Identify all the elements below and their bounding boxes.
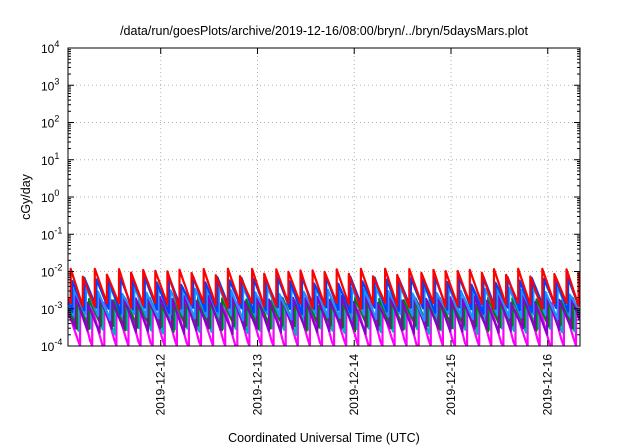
x-tick-label: 2019-12-16 — [541, 354, 555, 416]
y-tick-label: 10-2 — [41, 263, 62, 280]
y-axis-label: cGy/day — [19, 173, 33, 220]
y-tick-label: 100 — [41, 188, 59, 205]
series-line — [68, 267, 580, 311]
chart-title: /data/run/goesPlots/archive/2019-12-16/0… — [120, 24, 528, 38]
x-tick-label: 2019-12-13 — [250, 354, 264, 416]
series-line — [68, 294, 580, 336]
y-tick-label: 10-4 — [41, 337, 62, 354]
y-tick-label: 103 — [41, 76, 59, 93]
y-tick-label: 104 — [41, 39, 59, 56]
x-tick-label: 2019-12-12 — [154, 354, 168, 416]
y-tick-label: 101 — [41, 151, 59, 168]
y-tick-label: 102 — [41, 114, 59, 131]
x-tick-label: 2019-12-14 — [347, 354, 361, 416]
y-tick-label: 10-1 — [41, 225, 62, 242]
tick-layer: 10-4 10-3 10-2 10-1 100 101 102 103 104 2019-12-1… — [41, 39, 580, 415]
x-tick-label: 2019-12-15 — [444, 354, 458, 416]
y-tick-label: 10-3 — [41, 300, 62, 317]
x-axis-label: Coordinated Universal Time (UTC) — [228, 431, 420, 445]
series-layer — [68, 267, 580, 346]
